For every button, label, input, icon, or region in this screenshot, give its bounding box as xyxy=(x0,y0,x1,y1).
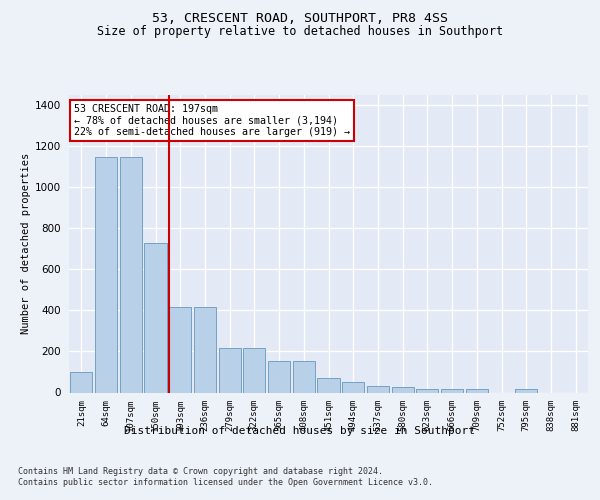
Bar xyxy=(218,348,241,393)
Bar xyxy=(317,378,340,392)
Bar xyxy=(441,390,463,392)
Bar xyxy=(416,390,439,392)
Bar xyxy=(293,360,315,392)
Bar xyxy=(515,390,538,392)
Text: Contains HM Land Registry data © Crown copyright and database right 2024.
Contai: Contains HM Land Registry data © Crown c… xyxy=(18,468,433,487)
Bar xyxy=(169,308,191,392)
Bar xyxy=(145,242,167,392)
Bar xyxy=(392,388,414,392)
Bar xyxy=(466,390,488,392)
Bar xyxy=(243,348,265,393)
Text: 53 CRESCENT ROAD: 197sqm
← 78% of detached houses are smaller (3,194)
22% of sem: 53 CRESCENT ROAD: 197sqm ← 78% of detach… xyxy=(74,104,350,137)
Text: Size of property relative to detached houses in Southport: Size of property relative to detached ho… xyxy=(97,25,503,38)
Bar xyxy=(95,156,117,392)
Text: Distribution of detached houses by size in Southport: Distribution of detached houses by size … xyxy=(125,426,476,436)
Bar xyxy=(70,372,92,392)
Bar xyxy=(119,156,142,392)
Bar xyxy=(367,386,389,392)
Bar xyxy=(342,382,364,392)
Text: 53, CRESCENT ROAD, SOUTHPORT, PR8 4SS: 53, CRESCENT ROAD, SOUTHPORT, PR8 4SS xyxy=(152,12,448,26)
Bar xyxy=(194,308,216,392)
Bar xyxy=(268,360,290,392)
Y-axis label: Number of detached properties: Number of detached properties xyxy=(21,153,31,334)
